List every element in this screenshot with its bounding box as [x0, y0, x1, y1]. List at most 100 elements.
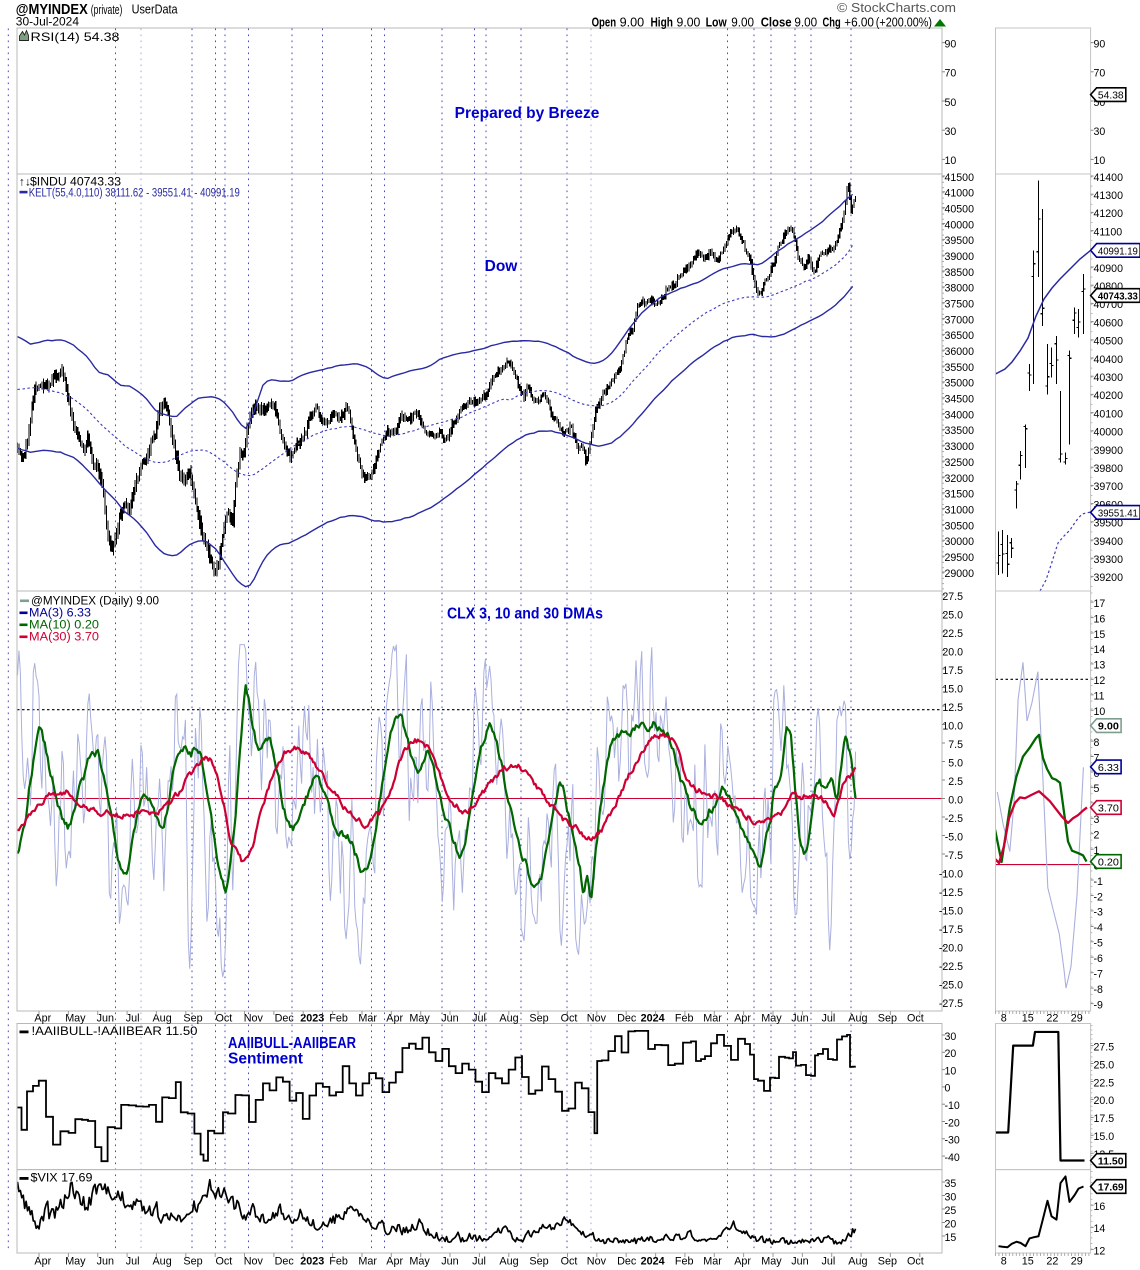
svg-text:27.5: 27.5: [942, 591, 963, 603]
svg-text:Jun: Jun: [441, 1013, 458, 1025]
svg-text:Apr: Apr: [386, 1013, 403, 1025]
svg-text:35: 35: [945, 1178, 957, 1190]
svg-text:31500: 31500: [945, 489, 975, 501]
svg-text:15: 15: [945, 1232, 957, 1244]
svg-text:30: 30: [945, 1031, 957, 1043]
svg-text:17.5: 17.5: [1094, 1113, 1115, 1125]
svg-text:39000: 39000: [945, 251, 975, 263]
svg-text:-4: -4: [1094, 922, 1104, 934]
svg-text:30: 30: [945, 126, 957, 138]
svg-text:11.50: 11.50: [1098, 1156, 1124, 1168]
svg-text:54.38: 54.38: [1098, 90, 1124, 102]
svg-text:Open: Open: [592, 16, 617, 30]
svg-text:Dec: Dec: [275, 1013, 295, 1025]
svg-text:39551.41: 39551.41: [1098, 507, 1138, 519]
svg-text:40900: 40900: [1094, 263, 1124, 275]
svg-text:-40: -40: [945, 1152, 960, 1164]
svg-text:38500: 38500: [945, 267, 975, 279]
svg-text:2023: 2023: [300, 1013, 324, 1025]
svg-text:40400: 40400: [1094, 354, 1124, 366]
svg-text:!AAIIBULL-!AAIIBEAR 11.50: !AAIIBULL-!AAIIBEAR 11.50: [32, 1024, 198, 1038]
svg-text:38000: 38000: [945, 283, 975, 295]
svg-text:-10.0: -10.0: [939, 868, 963, 880]
svg-text:Oct: Oct: [216, 1013, 233, 1025]
svg-text:25.0: 25.0: [1094, 1059, 1115, 1071]
svg-text:29: 29: [1071, 1013, 1083, 1025]
svg-text:37000: 37000: [945, 314, 975, 326]
svg-text:MA(3) 6.33: MA(3) 6.33: [29, 608, 91, 620]
svg-text:16: 16: [1094, 1201, 1106, 1213]
svg-text:RSI(14) 54.38: RSI(14) 54.38: [31, 30, 120, 44]
svg-text:-5.0: -5.0: [945, 831, 963, 843]
svg-text:10.0: 10.0: [942, 720, 963, 732]
svg-text:50: 50: [1094, 97, 1106, 109]
svg-text:25.0: 25.0: [942, 609, 963, 621]
svg-text:Oct: Oct: [216, 1256, 233, 1268]
svg-text:0.20: 0.20: [1098, 857, 1119, 869]
svg-text:Mar: Mar: [358, 1256, 377, 1268]
svg-text:30000: 30000: [945, 536, 975, 548]
svg-text:10: 10: [1094, 155, 1106, 167]
svg-text:22: 22: [1046, 1013, 1058, 1025]
svg-text:+6.00: +6.00: [844, 16, 874, 30]
svg-text:20.0: 20.0: [942, 646, 963, 658]
svg-text:Low: Low: [706, 16, 727, 30]
svg-text:-12.5: -12.5: [939, 887, 963, 899]
svg-text:40600: 40600: [1094, 317, 1124, 329]
svg-text:29: 29: [1071, 1256, 1083, 1268]
svg-text:Jul: Jul: [126, 1256, 140, 1268]
svg-text:9.00: 9.00: [1098, 721, 1119, 733]
svg-text:0.0: 0.0: [948, 794, 963, 806]
svg-text:6.33: 6.33: [1098, 762, 1119, 774]
svg-text:Dow: Dow: [485, 258, 519, 275]
svg-text:-2.5: -2.5: [945, 813, 963, 825]
svg-text:15.0: 15.0: [1094, 1131, 1115, 1143]
svg-text:39400: 39400: [1094, 536, 1124, 548]
svg-text:Feb: Feb: [329, 1256, 348, 1268]
svg-text:20: 20: [945, 1218, 957, 1230]
svg-text:Apr: Apr: [734, 1013, 751, 1025]
svg-text:Nov: Nov: [244, 1256, 264, 1268]
svg-text:UserData: UserData: [132, 3, 178, 17]
svg-text:Nov: Nov: [244, 1013, 264, 1025]
svg-text:Nov: Nov: [587, 1256, 607, 1268]
svg-text:39800: 39800: [1094, 463, 1124, 475]
svg-text:$INDU 40743.33: $INDU 40743.33: [30, 175, 121, 189]
svg-text:Jul: Jul: [472, 1256, 486, 1268]
svg-text:-10: -10: [945, 1100, 960, 1112]
svg-text:29000: 29000: [945, 568, 975, 580]
svg-text:Nov: Nov: [587, 1013, 607, 1025]
svg-text:Jun: Jun: [441, 1256, 458, 1268]
svg-text:-22.5: -22.5: [939, 961, 963, 973]
svg-text:27.5: 27.5: [1094, 1041, 1115, 1053]
svg-text:9.00: 9.00: [794, 16, 817, 30]
svg-text:Apr: Apr: [34, 1013, 51, 1025]
svg-text:8: 8: [1094, 737, 1100, 749]
svg-text:22.5: 22.5: [1094, 1077, 1115, 1089]
svg-text:8: 8: [1001, 1256, 1007, 1268]
svg-text:Feb: Feb: [675, 1013, 694, 1025]
svg-text:35500: 35500: [945, 362, 975, 374]
svg-text:34500: 34500: [945, 394, 975, 406]
svg-text:30: 30: [945, 1191, 957, 1203]
svg-text:Aug: Aug: [152, 1013, 171, 1025]
svg-text:2023: 2023: [300, 1256, 324, 1268]
svg-text:11: 11: [1094, 691, 1105, 703]
svg-text:90: 90: [945, 38, 957, 50]
svg-text:40100: 40100: [1094, 408, 1124, 420]
svg-text:37500: 37500: [945, 299, 975, 311]
svg-text:@MYINDEX: @MYINDEX: [16, 1, 88, 18]
svg-text:12: 12: [1094, 1245, 1106, 1257]
svg-text:40000: 40000: [945, 219, 975, 231]
svg-text:Aug: Aug: [152, 1256, 171, 1268]
svg-text:Feb: Feb: [675, 1256, 694, 1268]
svg-text:Mar: Mar: [703, 1013, 722, 1025]
svg-text:@MYINDEX (Daily) 9.00: @MYINDEX (Daily) 9.00: [31, 594, 159, 608]
svg-text:-7: -7: [1094, 969, 1104, 981]
svg-text:Dec: Dec: [617, 1256, 637, 1268]
svg-text:Oct: Oct: [907, 1013, 924, 1025]
svg-text:© StockCharts.com: © StockCharts.com: [837, 1, 956, 15]
svg-text:May: May: [65, 1013, 86, 1025]
svg-text:0: 0: [945, 1083, 951, 1095]
svg-text:10: 10: [1094, 706, 1106, 718]
